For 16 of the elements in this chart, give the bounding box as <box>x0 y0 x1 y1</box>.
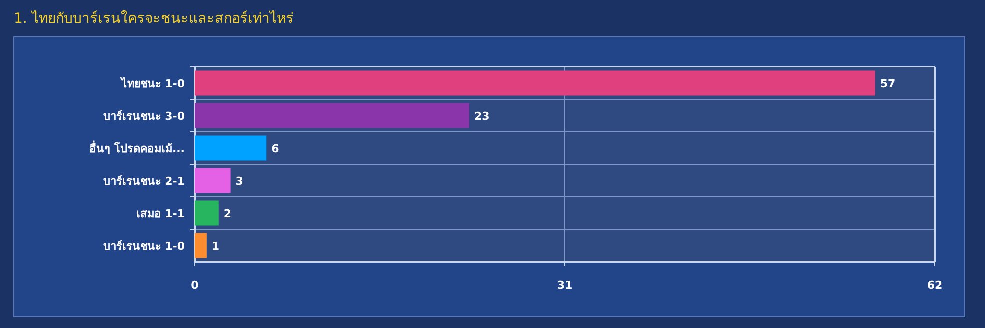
y-tick-label: เสมอ 1-1 <box>136 207 185 220</box>
title: 1. ไทยกับบาร์เรนใครจะชนะและสกอร์เท่าไหร่ <box>14 11 294 27</box>
data-label: 6 <box>272 142 280 156</box>
data-label: 23 <box>474 110 490 123</box>
x-tick-label: 31 <box>557 279 573 292</box>
y-tick-label: บาร์เรนชนะ 1-0 <box>103 240 186 253</box>
y-tick-label: บาร์เรนชนะ 3-0 <box>103 110 186 123</box>
data-label: 1 <box>212 240 220 253</box>
data-label: 57 <box>880 77 896 90</box>
data-label: 2 <box>224 207 232 220</box>
x-tick-label: 62 <box>927 279 943 292</box>
y-tick-label: บาร์เรนชนะ 2-1 <box>103 174 185 188</box>
data-label: 3 <box>236 174 244 188</box>
y-tick-label: อื่นๆ โปรดคอมเม้... <box>90 140 185 156</box>
x-tick-label: 0 <box>191 279 200 292</box>
y-tick-label: ไทยชนะ 1-0 <box>119 76 186 90</box>
